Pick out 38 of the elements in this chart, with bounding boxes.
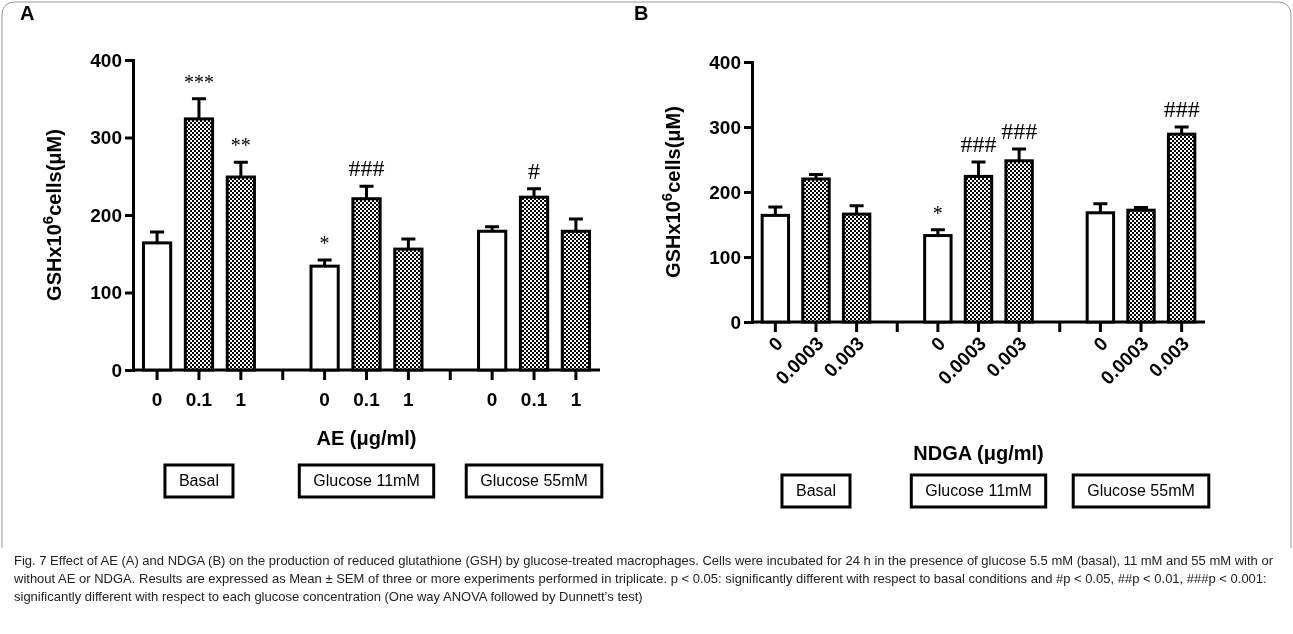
x-tick-label: 1 [235,388,247,410]
y-tick-label: 200 [709,181,741,203]
data-label: # [528,157,541,184]
y-tick-label: 300 [709,116,741,138]
x-tick-label: 0 [319,388,330,410]
data-label: * [932,201,943,224]
y-tick-label: 100 [90,282,122,304]
x-tick-label: 0.1 [520,388,548,410]
y-tick-label: 300 [90,127,122,149]
x-tick-label: 0.1 [185,388,213,410]
caption: Fig. 7 Effect of AE (A) and NDGA (B) on the production of reduced glutathione (GSH) by glucose-treated macrophages. Cells were incubated for 24 h in the presence of glucose 5.5 mM (basal), 11 mM and 55 mM with or without AE or NDGA. Results are expressed as Mean ± SEM of three or more experiments performed in triplicate. p < 0.05: significantly different with respect to basal conditions and #p < 0.05, ##p < 0.01, ###p < 0.001: significantly different with respect to each glucose concentration (One way ANOVA followed by Dunnett’s test) [14,552,1274,606]
text: Glucose 55mM [480,472,588,490]
text: Basal [178,472,219,490]
data-label: *** [183,70,214,93]
x-tick-label: 1 [570,388,582,410]
data-label: * [319,231,330,254]
chart-title: A [20,2,35,24]
text: Glucose 55mM [1087,482,1195,500]
text: Glucose 11mM [925,482,1032,500]
x-tick-label: 0.1 [353,388,381,410]
y-tick-label: 400 [90,49,122,71]
data-label: ### [1001,118,1038,145]
y-tick-label: 0 [730,311,741,333]
text: Basal [795,482,836,500]
x-axis-title: NDGA (μg/ml) [913,442,1044,464]
data-label: ### [960,131,997,158]
y-tick-label: 400 [709,51,741,73]
x-axis-title: AE (μg/ml) [316,427,417,449]
y-tick-label: 100 [709,246,741,268]
data-label: ### [348,155,385,182]
chart-title: B [634,2,649,24]
y-tick-label: 200 [90,204,122,226]
x-tick-label: 1 [403,388,415,410]
x-tick-label: 0 [151,388,163,410]
text: Glucose 11mM [313,472,420,490]
data-label: ### [1163,96,1200,122]
x-tick-label: 0 [486,388,498,410]
data-label: ** [230,134,251,157]
